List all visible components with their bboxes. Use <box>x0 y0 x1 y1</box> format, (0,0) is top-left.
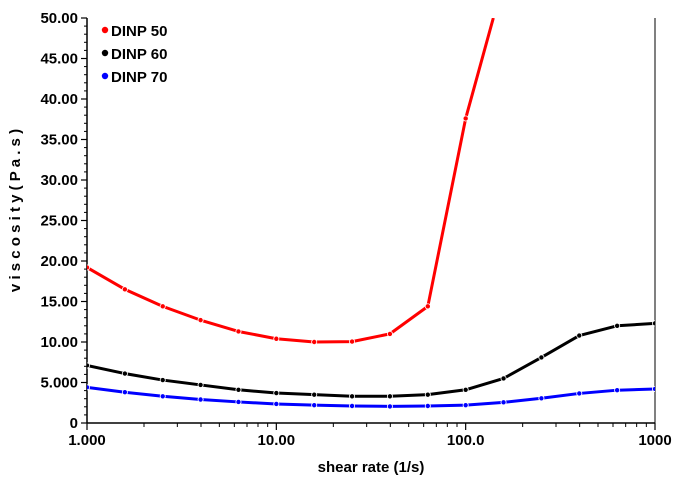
data-point <box>386 330 393 337</box>
data-point <box>462 402 469 409</box>
legend-marker <box>101 72 109 80</box>
data-point <box>159 393 166 400</box>
data-point <box>273 390 280 397</box>
data-point <box>424 391 431 398</box>
data-point <box>576 390 583 397</box>
y-tick-label: 50.00 <box>40 10 78 27</box>
y-tick-label: 5.000 <box>40 375 78 392</box>
y-tick-label: 45.00 <box>40 51 78 68</box>
y-axis-title: v i s c o s i t y ( P a . s ) <box>7 129 24 292</box>
data-point <box>311 402 318 409</box>
y-tick-label: 30.00 <box>40 172 78 189</box>
y-tick-label: 40.00 <box>40 91 78 108</box>
y-tick-label: 35.00 <box>40 132 78 149</box>
data-point <box>500 399 507 406</box>
data-point <box>273 335 280 342</box>
series-line <box>87 18 495 344</box>
x-tick-label: 100.0 <box>447 432 485 449</box>
data-point <box>197 396 204 403</box>
x-tick-label: 1.000 <box>68 432 106 449</box>
data-point <box>197 317 204 324</box>
data-point <box>159 303 166 310</box>
series-line <box>87 321 655 398</box>
data-point <box>311 338 318 345</box>
data-point <box>87 362 90 369</box>
y-tick-label: 0 <box>70 415 78 432</box>
data-point <box>349 338 356 345</box>
data-point <box>235 386 242 393</box>
data-point <box>462 115 469 122</box>
data-point <box>424 303 431 310</box>
data-point <box>424 402 431 409</box>
data-point <box>349 402 356 409</box>
legend: DINP 50 DINP 60 DINP 70 <box>101 23 167 86</box>
series-3 <box>87 384 655 410</box>
data-point <box>500 375 507 382</box>
data-point <box>349 393 356 400</box>
data-point <box>538 395 545 402</box>
series-2 <box>87 320 655 400</box>
data-point <box>614 387 621 394</box>
x-axis-title: shear rate (1/s) <box>318 459 425 476</box>
data-point <box>87 384 90 391</box>
data-point <box>235 328 242 335</box>
series-1 <box>87 18 495 345</box>
legend-label: DINP 70 <box>111 69 167 86</box>
data-point <box>311 391 318 398</box>
y-tick-label: 15.00 <box>40 294 78 311</box>
data-point <box>121 370 128 377</box>
data-point <box>462 386 469 393</box>
data-point <box>273 400 280 407</box>
data-point <box>614 322 621 329</box>
y-tick-label: 20.00 <box>40 253 78 270</box>
data-point <box>87 264 90 271</box>
data-point <box>386 403 393 410</box>
data-point <box>652 385 655 392</box>
data-point <box>652 320 655 327</box>
plot-area <box>87 18 655 410</box>
data-point <box>576 332 583 339</box>
x-tick-label: 1000 <box>638 432 671 449</box>
legend-label: DINP 60 <box>111 46 167 63</box>
legend-marker <box>101 49 109 57</box>
data-point <box>386 393 393 400</box>
data-point <box>197 381 204 388</box>
data-point <box>538 354 545 361</box>
axes: 0 5.000 10.00 15.00 20.00 25.00 30.00 35.00 40.0… <box>40 10 671 449</box>
y-tick-label: 10.00 <box>40 334 78 351</box>
data-point <box>235 398 242 405</box>
series-line <box>87 385 655 408</box>
data-point <box>159 377 166 384</box>
legend-label: DINP 50 <box>111 23 167 40</box>
legend-marker <box>101 26 109 34</box>
data-point <box>121 286 128 293</box>
x-tick-label: 10.00 <box>258 432 296 449</box>
data-point <box>121 389 128 396</box>
y-tick-label: 25.00 <box>40 213 78 230</box>
